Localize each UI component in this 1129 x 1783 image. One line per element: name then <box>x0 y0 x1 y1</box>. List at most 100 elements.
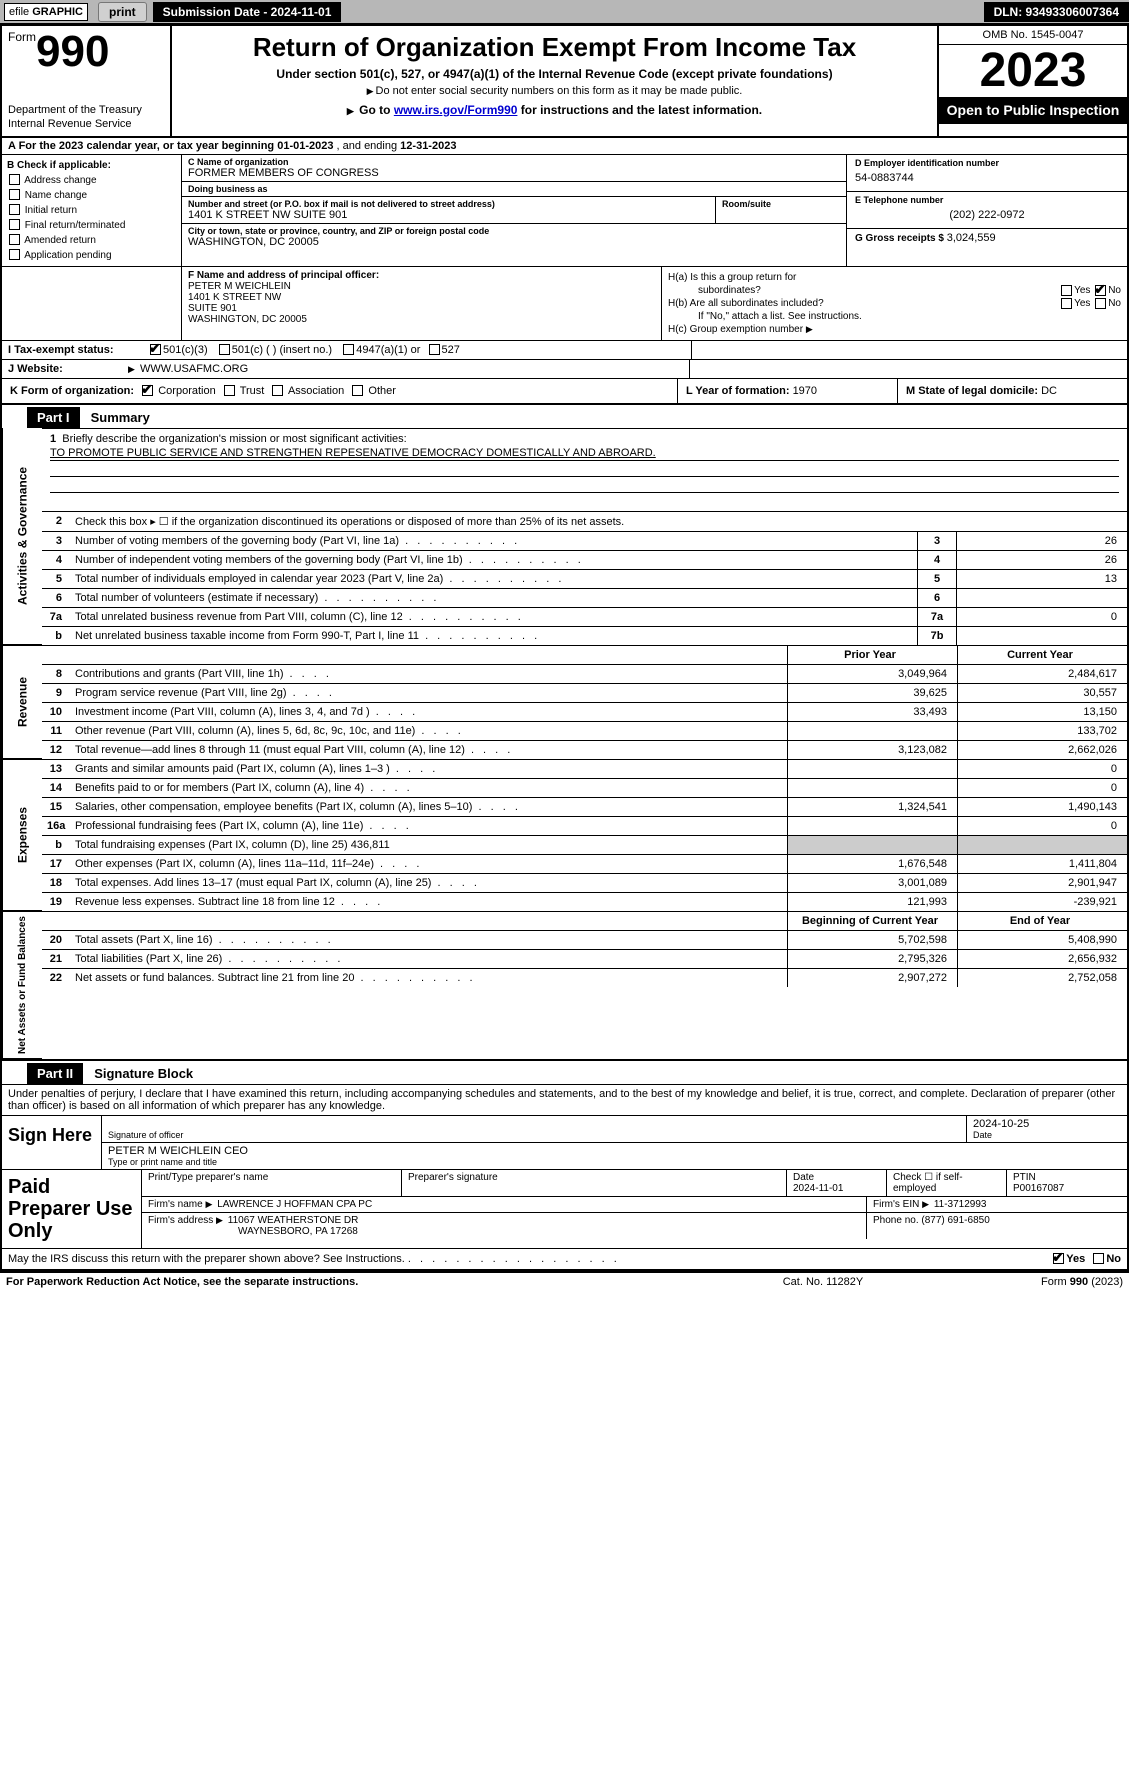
part1-header: Part I <box>27 407 80 428</box>
checkbox-discuss-yes[interactable] <box>1053 1253 1064 1264</box>
cb-initial: Initial return <box>7 203 176 218</box>
checkbox-pending[interactable] <box>9 249 20 260</box>
exp-row-17: 17Other expenses (Part IX, column (A), l… <box>42 854 1127 873</box>
checkbox-hb-yes[interactable] <box>1061 298 1072 309</box>
exp-row-16a: 16aProfessional fundraising fees (Part I… <box>42 816 1127 835</box>
j-label: J Website: <box>2 360 122 378</box>
net-row-20: 20Total assets (Part X, line 16)5,702,59… <box>42 930 1127 949</box>
gov-row-6: 6Total number of volunteers (estimate if… <box>42 588 1127 607</box>
line-a-end: 12-31-2023 <box>400 140 456 152</box>
j-value: WWW.USAFMC.ORG <box>140 363 248 375</box>
checkbox-amended[interactable] <box>9 234 20 245</box>
department-label: Department of the Treasury Internal Reve… <box>8 104 164 132</box>
firm-addr1: 11067 WEATHERSTONE DR <box>228 1215 359 1226</box>
summary-revenue: Revenue Prior Year Current Year 8Contrib… <box>0 646 1129 760</box>
form-header-right: OMB No. 1545-0047 2023 Open to Public In… <box>937 26 1127 136</box>
ein-value: 54-0883744 <box>855 168 1119 188</box>
checkbox-address[interactable] <box>9 174 20 185</box>
form-word: Form <box>8 30 36 44</box>
prep-date: 2024-11-01 <box>793 1183 880 1194</box>
f-addr1: 1401 K STREET NW <box>188 292 655 303</box>
form-subtitle-3: Go to www.irs.gov/Form990 for instructio… <box>182 103 927 117</box>
part1-header-wrap: Part I Summary <box>0 405 1129 428</box>
footer-mid: Cat. No. 11282Y <box>723 1276 923 1288</box>
row-klm: K Form of organization: Corporation Trus… <box>0 379 1129 405</box>
checkbox-501c3[interactable] <box>150 344 161 355</box>
form-header-mid: Return of Organization Exempt From Incom… <box>172 26 937 136</box>
col-d: D Employer identification number 54-0883… <box>847 155 1127 266</box>
gross-value: 3,024,559 <box>947 232 996 244</box>
form-container: efile GRAPHIC print Submission Date - 20… <box>0 0 1129 1291</box>
checkbox-name[interactable] <box>9 189 20 200</box>
row-i: I Tax-exempt status: 501(c)(3) 501(c) ( … <box>0 341 1129 360</box>
part2-header: Part II <box>27 1063 83 1084</box>
line-a: A For the 2023 calendar year, or tax yea… <box>0 138 1129 155</box>
rev-row-11: 11Other revenue (Part VIII, column (A), … <box>42 721 1127 740</box>
gov-row-b: bNet unrelated business taxable income f… <box>42 626 1127 645</box>
checkbox-corp[interactable] <box>142 385 153 396</box>
part2-title: Signature Block <box>86 1066 193 1081</box>
checkbox-ha-no[interactable] <box>1095 285 1106 296</box>
year-formation: 1970 <box>793 385 817 397</box>
discuss-row: May the IRS discuss this return with the… <box>2 1248 1127 1269</box>
end-year-header: End of Year <box>957 912 1127 930</box>
efile-graphic: GRAPHIC <box>32 6 83 18</box>
form-header: Form990 Department of the Treasury Inter… <box>0 24 1129 138</box>
h-c: H(c) Group exemption number <box>668 324 1121 335</box>
begin-year-header: Beginning of Current Year <box>787 912 957 930</box>
checkbox-trust[interactable] <box>224 385 235 396</box>
rev-row-8: 8Contributions and grants (Part VIII, li… <box>42 664 1127 683</box>
part1-title: Summary <box>83 410 150 425</box>
col-f: F Name and address of principal officer:… <box>182 267 662 340</box>
row-m: M State of legal domicile: DC <box>897 379 1127 403</box>
h-a: H(a) Is this a group return for <box>668 272 1121 283</box>
checkbox-ha-yes[interactable] <box>1061 285 1072 296</box>
irs-link[interactable]: www.irs.gov/Form990 <box>394 103 518 117</box>
f-addr3: WASHINGTON, DC 20005 <box>188 314 655 325</box>
tel-label: E Telephone number <box>855 195 1119 205</box>
cb-amended: Amended return <box>7 233 176 248</box>
current-year-header: Current Year <box>957 646 1127 664</box>
state-domicile: DC <box>1041 385 1057 397</box>
checkbox-other[interactable] <box>352 385 363 396</box>
gross-label: G Gross receipts $ <box>855 233 947 244</box>
signature-declaration: Under penalties of perjury, I declare th… <box>2 1085 1127 1116</box>
exp-row-13: 13Grants and similar amounts paid (Part … <box>42 760 1127 778</box>
summary-netassets: Net Assets or Fund Balances Beginning of… <box>0 912 1129 1059</box>
checkbox-4947[interactable] <box>343 344 354 355</box>
checkbox-hb-no[interactable] <box>1095 298 1106 309</box>
line-a-pre: A For the 2023 calendar year, or tax yea… <box>8 140 277 152</box>
sub3-post: for instructions and the latest informat… <box>517 103 762 117</box>
mission-label: Briefly describe the organization's miss… <box>62 433 406 445</box>
omb-number: OMB No. 1545-0047 <box>939 26 1127 45</box>
discuss-question: May the IRS discuss this return with the… <box>8 1253 405 1265</box>
checkbox-assoc[interactable] <box>272 385 283 396</box>
street-value: 1401 K STREET NW SUITE 901 <box>188 209 709 221</box>
cb-pending: Application pending <box>7 248 176 263</box>
top-bar: efile GRAPHIC print Submission Date - 20… <box>0 0 1129 24</box>
checkbox-discuss-no[interactable] <box>1093 1253 1104 1264</box>
exp-row-19: 19Revenue less expenses. Subtract line 1… <box>42 892 1127 911</box>
vtab-netassets: Net Assets or Fund Balances <box>2 912 42 1059</box>
preparer-label: Paid Preparer Use Only <box>2 1170 142 1248</box>
checkbox-501c[interactable] <box>219 344 230 355</box>
checkbox-527[interactable] <box>429 344 440 355</box>
exp-row-18: 18Total expenses. Add lines 13–17 (must … <box>42 873 1127 892</box>
street-label: Number and street (or P.O. box if mail i… <box>188 199 709 209</box>
vtab-revenue: Revenue <box>2 646 42 759</box>
exp-row-15: 15Salaries, other compensation, employee… <box>42 797 1127 816</box>
h-b-note: If "No," attach a list. See instructions… <box>668 311 1121 322</box>
cb-name: Name change <box>7 188 176 203</box>
firm-ein: 11-3712993 <box>934 1199 987 1210</box>
checkbox-initial[interactable] <box>9 204 20 215</box>
checkbox-final[interactable] <box>9 219 20 230</box>
tel-value: (202) 222-0972 <box>855 205 1119 225</box>
prior-year-header: Prior Year <box>787 646 957 664</box>
sig-date-label: Date <box>973 1130 1121 1140</box>
f-addr2: SUITE 901 <box>188 303 655 314</box>
inspection-notice: Open to Public Inspection <box>939 97 1127 124</box>
print-button[interactable]: print <box>98 2 147 22</box>
net-header-row: Beginning of Current Year End of Year <box>42 912 1127 930</box>
summary-governance: Activities & Governance 1 Briefly descri… <box>0 428 1129 646</box>
org-name-label: C Name of organization <box>188 157 840 167</box>
